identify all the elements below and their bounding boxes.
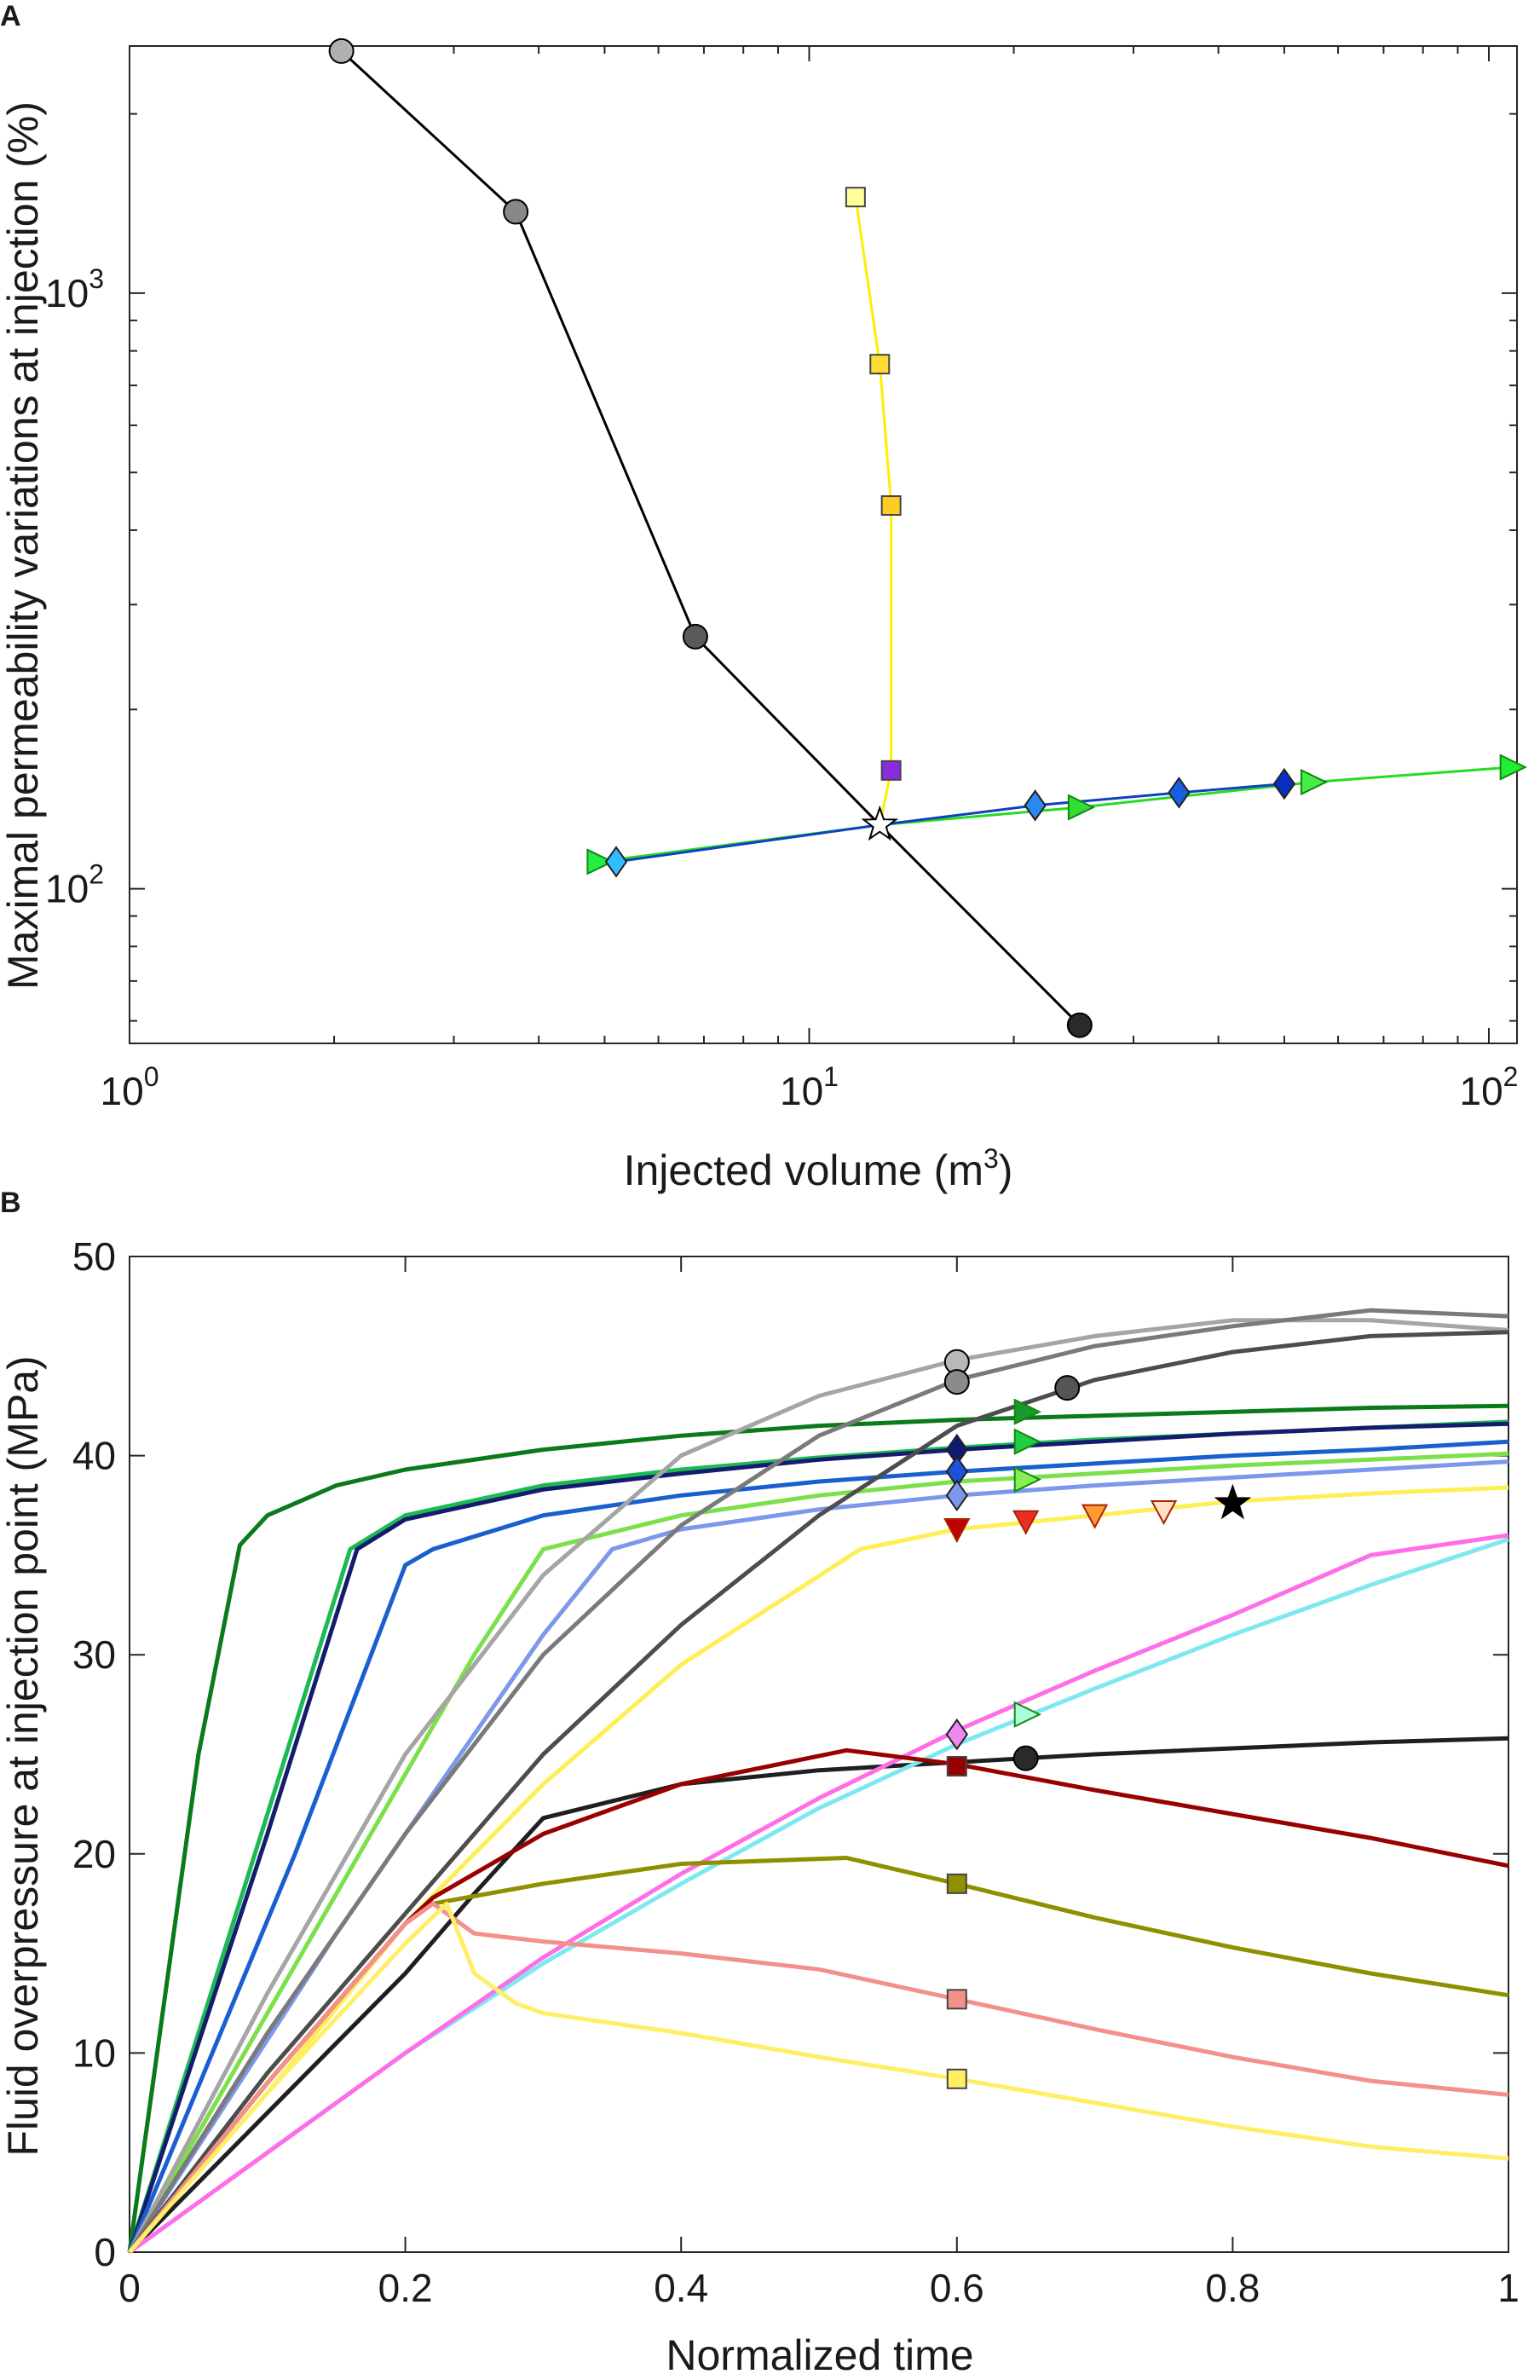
- panel-a-marker-black-circles: [503, 199, 529, 225]
- panel-b-series-black: [128, 1736, 1509, 2254]
- panel-a-y-tick-exp: 2: [89, 859, 104, 890]
- panel-a-x-tick-base: 10: [101, 1069, 144, 1113]
- panel-a-x-tick-label: 100: [101, 1061, 159, 1113]
- panel-b-marker-light-blue: [945, 1479, 969, 1512]
- panel-b-marker-light-green: [1013, 1466, 1042, 1493]
- panel-b-marker-salmon: [946, 1989, 967, 2010]
- panel-b-series-pale-yellow: [128, 1901, 1509, 2254]
- panel-a-marker-green-triangles: [1300, 768, 1329, 796]
- panel-b-marker-cyan: [1013, 1701, 1042, 1728]
- panel-a-marker-black-circles: [682, 623, 708, 650]
- panel-a-xlabel-text: Injected volume (m: [624, 1147, 983, 1194]
- panel-b-x-axis-label: Normalized time: [666, 2331, 973, 2379]
- panel-b-y-tick-label: 40: [72, 1434, 116, 1478]
- panel-b-x-tick-label: 0.4: [654, 2266, 708, 2310]
- panel-a-x-tick-exp: 1: [823, 1061, 839, 1092]
- panel-a-marker-green-triangles: [1067, 794, 1096, 821]
- panel-a-marker-blue-diamonds: [1024, 789, 1047, 822]
- panel-b-y-tick-label: 20: [72, 1832, 116, 1876]
- panel-b-marker-yellow-upper: [943, 1518, 971, 1544]
- panel-b-series-blue: [127, 1439, 1509, 2253]
- panel-b-x-tick-label: 0.8: [1205, 2266, 1260, 2310]
- panel-a-marker-green-triangles: [1499, 754, 1527, 781]
- panel-b-label: B: [0, 1187, 21, 1219]
- panel-b-marker-olive: [946, 1873, 967, 1894]
- panel-b-marker-dark-gray: [1054, 1375, 1081, 1401]
- panel-b-y-tick-label: 0: [94, 2230, 116, 2274]
- panel-b-x-tick-label: 0: [118, 2266, 141, 2310]
- panel-b-y-tick-label: 30: [72, 1632, 116, 1677]
- panel-b-series-salmon: [128, 1901, 1509, 2254]
- panel-b-series-dark-gray: [128, 1330, 1509, 2254]
- panel-a-x-tick-exp: 2: [1503, 1061, 1519, 1092]
- panel-a-x-tick-base: 10: [780, 1069, 823, 1113]
- panel-b-series-navy: [127, 1421, 1509, 2253]
- panel-b-x-tick-label: 0.2: [378, 2266, 433, 2310]
- panel-a-marker-yellow-squares: [869, 354, 891, 375]
- panel-a-marker-blue-diamonds: [1272, 767, 1296, 800]
- panel-b-series-yellow-upper: [128, 1485, 1509, 2254]
- panel-b-marker-yellow-upper: [1150, 1500, 1178, 1526]
- panel-a-y-axis-label: Maximal permeability variations at injec…: [0, 101, 47, 990]
- panel-b-x-tick-label: 1: [1497, 2266, 1520, 2310]
- panel-b-y-tick-label: 10: [72, 2031, 116, 2075]
- panel-b-series-dark-green: [127, 1403, 1509, 2253]
- panel-b-marker-dark-red: [946, 1756, 967, 1777]
- panel-a-y-tick-base: 10: [45, 271, 89, 315]
- panel-b-marker-black: [1012, 1745, 1039, 1771]
- panel-b-marker-yellow-upper: [1012, 1510, 1040, 1535]
- panel-a-x-tick-base: 10: [1460, 1069, 1503, 1113]
- panel-a-marker-blue-diamonds: [604, 846, 628, 878]
- panel-a-markers: [328, 38, 1527, 1038]
- panel-a-marker-black-circles: [1066, 1012, 1093, 1038]
- panel-a-y-tick-base: 10: [45, 867, 89, 911]
- panel-b-series-magenta: [128, 1533, 1509, 2255]
- panel-a-marker-black-circles: [328, 38, 355, 64]
- panel-b-marker-pale-yellow: [946, 2068, 967, 2089]
- panel-b-series-mid-gray: [127, 1308, 1509, 2254]
- panel-b-series: [127, 1308, 1509, 2255]
- panel-a-axes-box: [129, 45, 1518, 1044]
- panel-b-series-light-blue: [127, 1459, 1509, 2254]
- panel-a-reference-star: [861, 805, 899, 841]
- panel-a-marker-yellow-squares: [845, 187, 866, 208]
- panel-a-marker-blue-diamonds: [1168, 777, 1191, 809]
- panel-a-label: A: [0, 0, 21, 32]
- panel-b-series-light-green: [127, 1451, 1509, 2254]
- panel-a-y-tick-label: 102: [45, 859, 104, 911]
- panel-b-marker-medium-green: [1013, 1428, 1042, 1455]
- panel-b-marker-dark-green: [1013, 1398, 1042, 1425]
- panel-a-x-axis-label: Injected volume (m3): [624, 1143, 1013, 1194]
- panel-b-x-tick-label: 0.6: [930, 2266, 984, 2310]
- panel-b-y-axis-label: Fluid overpressure at injection point (M…: [0, 1355, 47, 2156]
- panel-b-marker-magenta: [945, 1718, 969, 1751]
- panel-a-x-tick-label: 102: [1460, 1061, 1519, 1113]
- panel-a-x-tick-label: 101: [780, 1061, 839, 1113]
- panel-a-xlabel-end: ): [999, 1147, 1013, 1194]
- panel-a-y-tick-label: 103: [45, 263, 104, 315]
- panel-a-marker-yellow-squares: [880, 495, 902, 517]
- panel-b-markers: [943, 1349, 1252, 2089]
- panel-b-y-tick-label: 50: [72, 1234, 116, 1279]
- panel-b-marker-yellow-upper: [1081, 1504, 1109, 1529]
- panel-b-marker-yellow-upper: [1214, 1483, 1252, 1520]
- panel-a-marker-yellow-squares: [880, 760, 902, 781]
- panel-a-y-tick-exp: 3: [89, 263, 104, 294]
- panel-a-xlabel-sup: 3: [983, 1143, 999, 1174]
- panel-a-x-tick-exp: 0: [144, 1061, 159, 1092]
- panel-b-marker-mid-gray: [943, 1369, 970, 1395]
- panel-a-marker-green-triangles: [586, 848, 614, 875]
